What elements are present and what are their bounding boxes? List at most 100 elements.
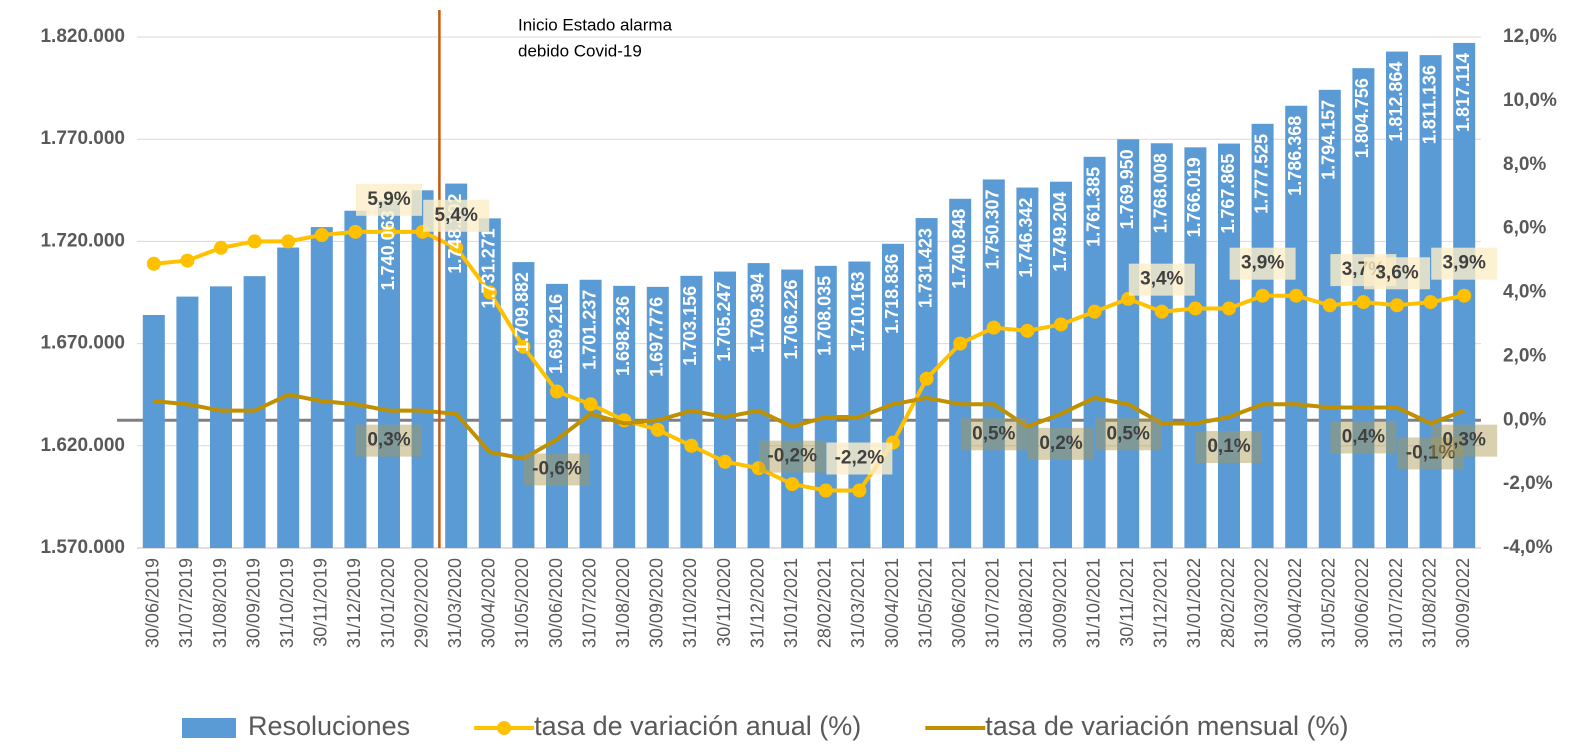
x-tick-label: 30/09/2022: [1453, 558, 1473, 648]
x-tick-label: 31/03/2020: [445, 558, 465, 648]
marker: [919, 371, 934, 386]
label-box: [1128, 263, 1195, 296]
data-label: 0,3%: [367, 430, 410, 451]
label-box: [356, 424, 422, 457]
bar-label: 1.709.882: [512, 272, 532, 352]
marker: [281, 234, 296, 249]
x-tick-label: 30/04/2021: [882, 558, 902, 648]
y2-tick-label: 4,0%: [1503, 282, 1546, 303]
data-label: 3,9%: [1241, 253, 1284, 274]
bar-label: 1.698.236: [613, 296, 633, 376]
bar-label: 1.740.848: [949, 209, 969, 289]
y2-tick-label: 8,0%: [1503, 154, 1546, 175]
x-tick-label: 31/01/2020: [378, 558, 398, 648]
label-box: [1229, 247, 1296, 280]
bar: [512, 262, 535, 548]
bar: [982, 179, 1005, 548]
bar-label: 1.761.385: [1083, 167, 1103, 247]
bar-label: 1.804.756: [1352, 78, 1372, 158]
marker: [785, 477, 800, 492]
bar-label: 1.699.216: [546, 294, 566, 374]
legend-label: tasa de variación anual (%): [534, 711, 861, 741]
data-label: 0,1%: [1207, 436, 1250, 457]
marker: [718, 454, 732, 469]
bar-label: 1.718.836: [882, 254, 902, 334]
x-tick-label: 30/09/2019: [243, 558, 263, 648]
label-box: [1330, 421, 1397, 454]
bar-label: 1.794.157: [1319, 100, 1339, 180]
bar: [1184, 147, 1207, 548]
bar-label: 1.766.019: [1184, 157, 1204, 237]
bar: [378, 200, 400, 548]
y2-tick-label: -4,0%: [1503, 537, 1553, 558]
marker: [1087, 304, 1102, 319]
x-tick-label: 31/07/2019: [176, 558, 196, 648]
y2-tick-label: 10,0%: [1503, 90, 1557, 111]
marker: [852, 483, 867, 498]
marker: [1356, 295, 1371, 310]
bar: [1050, 181, 1072, 548]
marker: [516, 339, 531, 354]
label-box: [1431, 247, 1498, 280]
y-tick-label: 1.820.000: [40, 26, 125, 47]
bar: [646, 286, 669, 548]
marker: [1255, 288, 1270, 303]
x-tick-label: 30/04/2022: [1285, 558, 1305, 648]
marker: [953, 336, 968, 351]
x-tick-label: 29/02/2020: [411, 558, 431, 648]
label-box: [1196, 431, 1262, 464]
marker: [751, 461, 766, 476]
x-tick-label: 31/01/2022: [1184, 558, 1204, 648]
bar: [176, 296, 199, 548]
bar: [781, 269, 804, 548]
x-tick-label: 28/02/2021: [815, 558, 835, 648]
marker: [314, 228, 329, 243]
x-tick-label: 31/07/2020: [579, 558, 599, 648]
x-tick-label: 31/12/2019: [344, 558, 364, 648]
bar-label: 1.750.307: [983, 189, 1003, 269]
x-tick-label: 31/08/2019: [210, 558, 230, 648]
data-label: 0,4%: [1342, 426, 1385, 447]
marker: [382, 224, 396, 239]
marker: [214, 240, 228, 255]
marker: [348, 224, 363, 239]
data-label: 0,3%: [1443, 430, 1486, 451]
marker: [1188, 301, 1203, 316]
label-box: [524, 453, 590, 486]
bar: [1285, 105, 1308, 548]
marker: [1457, 288, 1472, 303]
bar: [1251, 123, 1274, 548]
bar-label: 1.708.035: [815, 276, 835, 356]
bar-label: 1.697.776: [647, 297, 667, 377]
line: [153, 392, 1465, 461]
y-tick-label: 1.770.000: [40, 128, 125, 149]
bar: [848, 261, 871, 548]
bar-label: 1.786.368: [1285, 116, 1305, 196]
label-box: [759, 440, 826, 473]
legend-swatch: [182, 718, 236, 738]
y2-tick-label: -2,0%: [1503, 473, 1553, 494]
bar: [210, 286, 232, 548]
bar: [310, 227, 333, 549]
annotation: Inicio Estado alarma: [518, 15, 673, 34]
x-tick-label: 31/12/2020: [747, 558, 767, 648]
y-tick-label: 1.720.000: [40, 230, 125, 251]
marker: [1154, 304, 1169, 319]
x-tick-label: 30/11/2020: [714, 558, 734, 647]
bar: [814, 265, 837, 548]
bar-label: 1.777.525: [1251, 134, 1271, 214]
label-box: [1364, 257, 1430, 290]
bar: [1117, 139, 1140, 549]
label-box: [356, 183, 422, 216]
x-tick-label: 30/06/2022: [1352, 558, 1372, 648]
data-label: -0,2%: [767, 446, 817, 467]
x-tick-label: 31/12/2021: [1151, 558, 1171, 648]
x-tick-label: 31/03/2022: [1251, 558, 1271, 648]
x-tick-label: 31/07/2022: [1386, 558, 1406, 648]
y2-tick-label: 6,0%: [1503, 218, 1546, 239]
label-box: [1397, 437, 1464, 470]
bar: [344, 210, 367, 549]
data-label: 5,4%: [435, 205, 478, 226]
bar: [142, 314, 165, 548]
